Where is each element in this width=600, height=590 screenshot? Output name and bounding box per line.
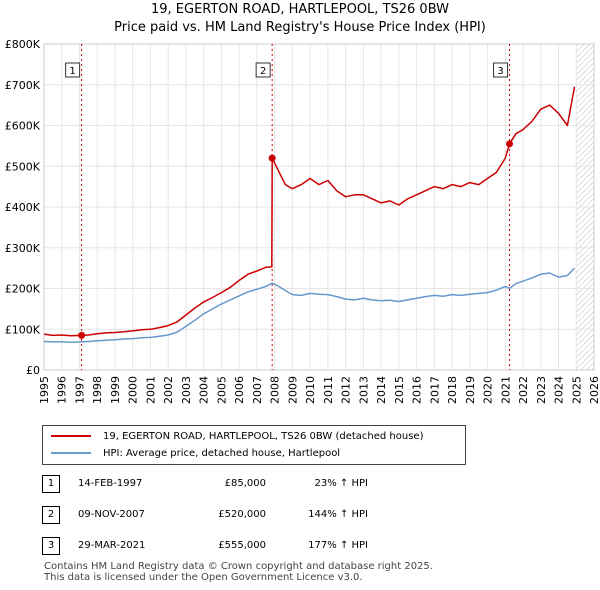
table-row: 2 09-NOV-2007 £520,000 144% ↑ HPI: [42, 506, 442, 526]
sale-date: 29-MAR-2021: [78, 540, 146, 551]
legend-item-hpi: HPI: Average price, detached house, Hart…: [51, 445, 340, 461]
y-tick-label: £500K: [5, 160, 41, 173]
table-row: 3 29-MAR-2021 £555,000 177% ↑ HPI: [42, 537, 442, 557]
legend: 19, EGERTON ROAD, HARTLEPOOL, TS26 0BW (…: [42, 425, 466, 465]
x-tick-label: 2026: [588, 376, 600, 404]
x-tick-label: 2022: [517, 376, 530, 404]
sale-number: 3: [42, 537, 60, 555]
sale-number: 1: [42, 475, 60, 493]
y-tick-label: £0: [26, 364, 40, 377]
x-tick-label: 1996: [56, 376, 69, 404]
sale-date: 09-NOV-2007: [78, 509, 145, 520]
x-tick-label: 2010: [304, 376, 317, 404]
x-tick-label: 2013: [357, 376, 370, 404]
x-tick-label: 2007: [251, 376, 264, 404]
footer-licence: This data is licensed under the Open Gov…: [44, 572, 363, 583]
y-tick-label: £400K: [5, 201, 41, 214]
y-tick-label: £800K: [5, 38, 41, 51]
x-tick-label: 2002: [162, 376, 175, 404]
sale-marker-label: 2: [260, 66, 266, 77]
x-tick-label: 2011: [322, 376, 335, 404]
footer: Contains HM Land Registry data © Crown c…: [44, 561, 433, 583]
y-tick-label: £600K: [5, 120, 41, 133]
x-tick-label: 2009: [286, 376, 299, 404]
y-tick-label: £300K: [5, 242, 41, 255]
footer-copyright: Contains HM Land Registry data © Crown c…: [44, 561, 433, 572]
sale-point: [268, 154, 276, 162]
sale-point: [78, 331, 86, 339]
x-tick-label: 2015: [393, 376, 406, 404]
x-tick-label: 1995: [38, 376, 51, 404]
chart-title: 19, EGERTON ROAD, HARTLEPOOL, TS26 0BW: [150, 2, 450, 17]
x-tick-label: 2020: [482, 376, 495, 404]
legend-label-property: 19, EGERTON ROAD, HARTLEPOOL, TS26 0BW (…: [103, 430, 424, 442]
sale-date: 14-FEB-1997: [78, 478, 143, 489]
legend-line-property: [51, 435, 91, 437]
sale-hpi-change: 23% ↑ HPI: [314, 478, 368, 489]
sale-marker-box: [65, 62, 81, 78]
x-tick-label: 1998: [91, 376, 104, 404]
sale-hpi-change: 177% ↑ HPI: [308, 540, 368, 551]
x-tick-label: 2005: [215, 376, 228, 404]
x-tick-label: 2019: [464, 376, 477, 404]
x-tick-label: 2012: [340, 376, 353, 404]
x-tick-label: 2003: [180, 376, 193, 404]
x-tick-label: 2014: [375, 376, 388, 404]
y-tick-label: £200K: [5, 283, 41, 296]
x-tick-label: 1997: [73, 376, 86, 404]
legend-line-hpi: [51, 452, 91, 454]
x-tick-label: 2017: [428, 376, 441, 404]
table-row: 1 14-FEB-1997 £85,000 23% ↑ HPI: [42, 475, 442, 495]
property-price-line: [43, 86, 576, 337]
legend-item-property: 19, EGERTON ROAD, HARTLEPOOL, TS26 0BW (…: [51, 428, 423, 444]
sale-marker-label: 3: [497, 66, 503, 77]
sale-price: £555,000: [218, 540, 266, 551]
x-tick-label: 2024: [553, 376, 566, 404]
x-tick-label: 2025: [570, 376, 583, 404]
x-tick-label: 2000: [127, 376, 140, 404]
legend-label-hpi: HPI: Average price, detached house, Hart…: [103, 447, 341, 459]
sale-point: [506, 140, 514, 148]
x-tick-label: 2021: [499, 376, 512, 404]
y-tick-label: £100K: [5, 323, 41, 336]
sale-price: £85,000: [224, 478, 266, 489]
sale-marker-box: [255, 62, 271, 78]
chart-subtitle: Price paid vs. HM Land Registry's House …: [114, 20, 486, 35]
y-tick-label: £700K: [5, 79, 41, 92]
sale-price: £520,000: [218, 509, 266, 520]
x-tick-label: 2006: [233, 376, 246, 404]
price-chart: £0 £100K £200K £300K £400K £500K £600K £700K £80…: [5, 38, 600, 404]
x-tick-label: 2023: [535, 376, 548, 404]
sale-number: 2: [42, 506, 60, 524]
x-tick-label: 2018: [446, 376, 459, 404]
x-tick-label: 2008: [269, 376, 282, 404]
x-tick-label: 2001: [144, 376, 157, 404]
x-tick-label: 2016: [411, 376, 424, 404]
sale-hpi-change: 144% ↑ HPI: [308, 509, 368, 520]
sale-marker-label: 1: [69, 66, 75, 77]
hpi-line: [43, 267, 576, 344]
x-tick-label: 1999: [109, 376, 122, 404]
plot-border: [43, 43, 595, 371]
x-tick-label: 2004: [198, 376, 211, 404]
sale-marker-box: [493, 62, 509, 78]
